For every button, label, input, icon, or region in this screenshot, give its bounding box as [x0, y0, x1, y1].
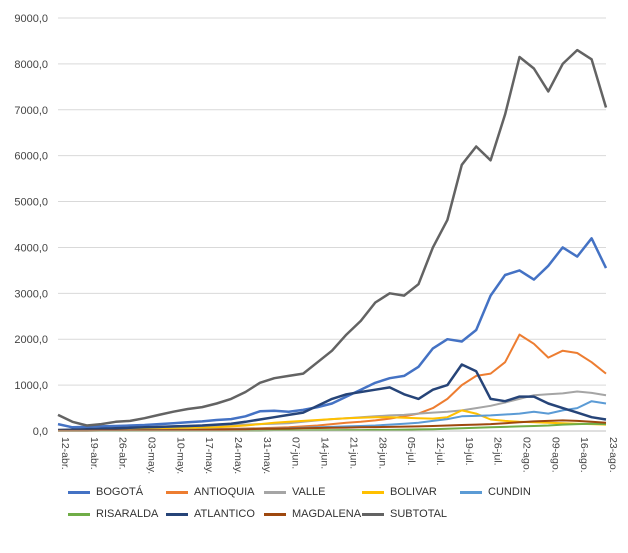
- y-axis-ticks: 0,0 1000,0 2000,0 3000,0 4000,0 5000,0 6000,0 7…: [14, 13, 48, 438]
- x-tick-label: 19-jul.: [463, 437, 475, 466]
- legend-swatch: [264, 512, 286, 516]
- legend-item: CUNDIN: [460, 486, 558, 498]
- x-tick-label: 03-may.: [146, 437, 158, 474]
- x-tick-label: 28-jun.: [376, 437, 388, 469]
- legend-swatch: [68, 490, 90, 494]
- legend-swatch: [68, 512, 90, 516]
- x-tick-label: 02-ago.: [520, 437, 532, 473]
- series-line-bogotá: [57, 237, 608, 429]
- series-line-magdalena: [58, 419, 607, 432]
- y-tick-label: 4000,0: [14, 242, 48, 254]
- legend-item: BOLIVAR: [362, 486, 460, 498]
- legend-swatch: [460, 490, 482, 494]
- x-tick-label: 24-may.: [232, 437, 244, 474]
- y-tick-label: 9000,0: [14, 13, 48, 25]
- legend-label: RISARALDA: [96, 508, 159, 520]
- x-tick-label: 31-may.: [261, 437, 273, 474]
- x-tick-label: 05-jul.: [405, 437, 417, 466]
- legend-label: ANTIOQUIA: [194, 486, 255, 498]
- legend-swatch: [166, 512, 188, 516]
- legend-item: MAGDALENA: [264, 508, 362, 520]
- legend-label: BOLIVAR: [390, 486, 437, 498]
- x-tick-label: 12-abr.: [59, 437, 71, 470]
- x-tick-label: 07-jun.: [290, 437, 302, 469]
- x-tick-label: 12-jul.: [434, 437, 446, 466]
- legend-swatch: [166, 490, 188, 494]
- legend-label: CUNDIN: [488, 486, 531, 498]
- series-lines: [57, 48, 608, 432]
- y-tick-label: 6000,0: [14, 151, 48, 163]
- y-tick-label: 1000,0: [14, 380, 48, 392]
- x-tick-label: 14-jun.: [319, 437, 331, 469]
- x-tick-label: 23-ago.: [607, 437, 619, 473]
- y-tick-label: 5000,0: [14, 197, 48, 209]
- x-tick-label: 26-abr.: [117, 437, 129, 470]
- legend-item: SUBTOTAL: [362, 508, 460, 520]
- x-tick-label: 19-abr.: [88, 437, 100, 470]
- x-axis-ticks: 12-abr. 19-abr. 26-abr. 03-may. 10-may. 17-ma…: [59, 437, 619, 474]
- x-tick-label: 21-jun.: [347, 437, 359, 469]
- x-tick-label: 10-may.: [174, 437, 186, 474]
- legend-item: ATLANTICO: [166, 508, 264, 520]
- legend-label: BOGOTÁ: [96, 486, 144, 498]
- legend-item: RISARALDA: [68, 508, 166, 520]
- legend-item: VALLE: [264, 486, 362, 498]
- legend-swatch: [264, 490, 286, 494]
- series-line-atlantico: [57, 363, 607, 432]
- x-tick-label: 09-ago.: [549, 437, 561, 473]
- y-tick-label: 3000,0: [14, 288, 48, 300]
- gridlines: [58, 17, 606, 386]
- y-tick-label: 8000,0: [14, 59, 48, 71]
- legend-label: ATLANTICO: [194, 508, 255, 520]
- x-tick-label: 26-jul.: [492, 437, 504, 466]
- legend-swatch: [362, 490, 384, 494]
- y-tick-label: 2000,0: [14, 334, 48, 346]
- y-tick-label: 7000,0: [14, 105, 48, 117]
- x-tick-label: 17-may.: [203, 437, 215, 474]
- legend-label: SUBTOTAL: [390, 508, 448, 520]
- legend-item: BOGOTÁ: [68, 486, 166, 498]
- legend: BOGOTÁ ANTIOQUIA VALLE BOLIVAR CUNDIN RISARAL…: [68, 486, 608, 520]
- legend-label: MAGDALENA: [292, 508, 362, 520]
- legend-swatch: [362, 512, 384, 516]
- y-tick-label: 0,0: [33, 426, 48, 438]
- x-tick-label: 16-ago.: [578, 437, 590, 473]
- series-line-subtotal: [57, 48, 608, 427]
- legend-item: ANTIOQUIA: [166, 486, 264, 498]
- legend-label: VALLE: [292, 486, 326, 498]
